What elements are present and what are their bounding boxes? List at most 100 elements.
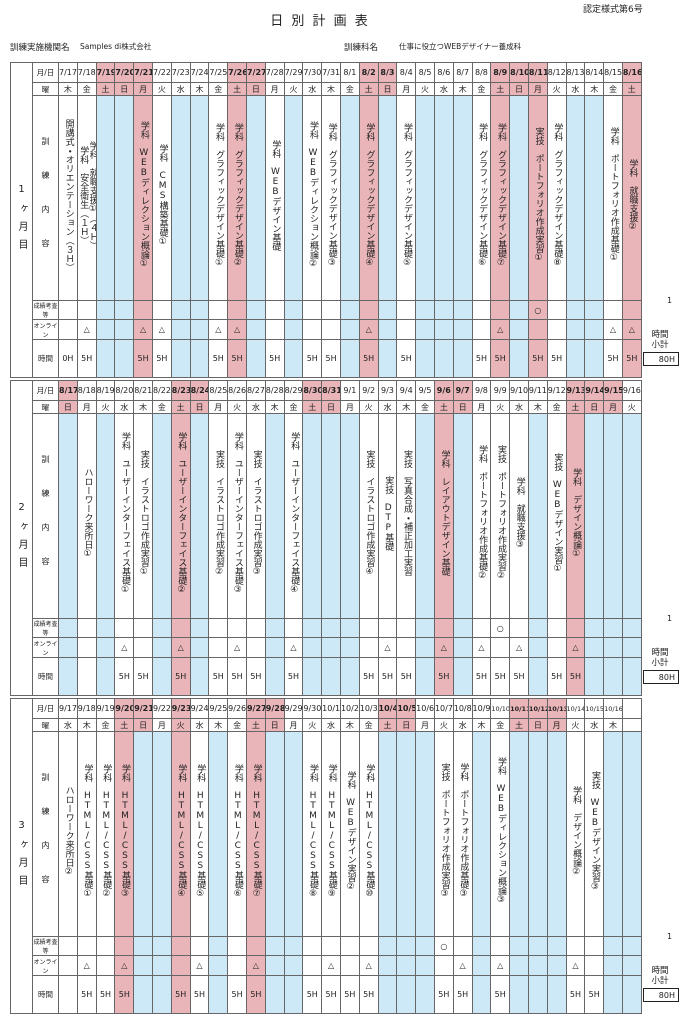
dow-text: 日: [533, 720, 542, 730]
content-cell: [95, 95, 116, 301]
row-label-cell: 曜: [32, 400, 59, 414]
date-text: 7/24: [190, 68, 209, 77]
content-cell: [245, 95, 266, 301]
online-cell: [546, 637, 567, 658]
dow-cell: 木: [396, 400, 417, 414]
online-text: △: [609, 325, 617, 334]
content-line: 学科 ユーザーインターフェイス基礎①: [120, 431, 131, 595]
date-text: 9/8: [474, 386, 488, 395]
dow-cell: 火: [565, 718, 586, 732]
dow-cell: 月: [76, 400, 97, 414]
dow-text: 木: [139, 402, 148, 412]
training-content: 学科 ユーザーインターフェイス基礎③: [232, 415, 243, 610]
exam-cell: [151, 300, 172, 320]
row-label-cell: 訓練内容: [32, 95, 59, 301]
dow-text: 土: [496, 84, 505, 94]
date-text: 8/30: [303, 386, 322, 395]
content-cell: 実技 WEBデザイン実習③: [584, 731, 605, 937]
exam-cell: [621, 936, 642, 956]
dow-cell: 水: [245, 400, 266, 414]
row-label-cell: オンライン: [32, 955, 59, 976]
hours-cell: [509, 975, 529, 1014]
date-cell: 9/4: [396, 380, 417, 401]
online-cell: [396, 955, 417, 976]
hours-cell: 5H: [452, 975, 473, 1014]
exam-cell: [415, 936, 435, 956]
exam-cell: [189, 300, 210, 320]
dow-text: 月: [421, 720, 430, 730]
dow-text: 火: [101, 402, 110, 412]
date-cell: 8/13: [565, 62, 586, 83]
exam-cell: [358, 936, 379, 956]
hours-cell: [603, 657, 623, 696]
hours-cell: 5H: [433, 975, 454, 1014]
hours-cell: 5H: [302, 975, 323, 1014]
dow-cell: 日: [58, 400, 78, 414]
dow-cell: 木: [339, 718, 360, 732]
online-cell: [490, 637, 511, 658]
content-line: 実技 WEBデザイン実習③: [589, 770, 600, 892]
exam-cell: [433, 618, 454, 638]
content-cell: 学科 WEBディレクション概論①: [133, 95, 153, 301]
hours-text: 5H: [457, 990, 469, 999]
date-text: 8/22: [152, 386, 171, 395]
dow-cell: 土: [302, 400, 323, 414]
date-cell: 8/20: [114, 380, 135, 401]
training-content: 実技 ポートフォリオ作成実習②: [495, 415, 506, 610]
date-cell: 10/15: [584, 698, 605, 719]
dow-text: 水: [327, 720, 336, 730]
content-line: 学科 就職支援②: [627, 158, 638, 232]
dow-text: 金: [364, 720, 373, 730]
content-line: 学科 ポートフォリオ作成基礎③: [458, 763, 469, 899]
content-line: 学科 ポートフォリオ作成基礎②: [477, 445, 488, 581]
online-cell: [133, 637, 153, 658]
date-text: 9/2: [362, 386, 376, 395]
date-cell: 9/9: [490, 380, 511, 401]
dow-text: 日: [270, 720, 279, 730]
content-line: 学科 ポートフォリオ作成基礎①: [608, 127, 619, 263]
content-cell: 学科 HTML/CSS基礎⑩: [358, 731, 379, 937]
hours-cell: 5H: [321, 975, 341, 1014]
hours-cell: 5H: [283, 657, 304, 696]
content-line: 学科 WEBディレクション概論②: [308, 121, 318, 269]
training-content: 学科 グラフィックデザイン基礎②: [232, 97, 243, 292]
dow-text: 水: [571, 84, 580, 94]
dow-text: 火: [627, 402, 636, 412]
date-cell: 8/10: [509, 62, 529, 83]
training-content: 学科 WEBディレクション概論③: [495, 733, 506, 928]
date-cell: 7/28: [264, 62, 285, 83]
hours-cell: [321, 657, 341, 696]
content-cell: [621, 413, 642, 619]
exam-cell: [170, 936, 191, 956]
hours-text: 5H: [381, 672, 393, 681]
dow-text: 金: [289, 402, 298, 412]
content-cell: 実技 イラストロゴ作成実習②: [208, 413, 229, 619]
online-text: △: [121, 961, 128, 970]
schedule-table: 2ヶ月目 月/日 8/17 8/18 8/19 8/20 8/21 8/22 8/23 8/24 8…: [10, 380, 642, 696]
training-content: 学科 グラフィックデザイン基礎⑧: [552, 97, 562, 292]
hours-text: 5H: [231, 672, 243, 681]
exam-cell: [245, 936, 266, 956]
training-content: 学科 HTML/CSS基礎⑦: [251, 733, 262, 928]
exam-cell: [151, 618, 172, 638]
online-text: △: [215, 325, 222, 334]
hours-text: 5H: [494, 672, 506, 681]
content-line: 実技 ポートフォリオ作成実習③: [439, 763, 450, 899]
date-text: 9/6: [436, 386, 451, 395]
exam-cell: [603, 618, 623, 638]
date-cell: 9/30: [302, 698, 323, 719]
hours-cell: [151, 657, 172, 696]
subtotal-label: 時間小計: [651, 648, 669, 668]
date-text: 9/20: [115, 704, 134, 713]
hours-text: 5H: [532, 354, 544, 363]
hours-text: 5H: [400, 672, 412, 681]
hours-cell: [283, 975, 304, 1014]
hours-text: 5H: [551, 672, 563, 681]
row-label: オンライン: [33, 958, 58, 975]
hours-text: 5H: [212, 354, 224, 363]
dow-text: 火: [421, 84, 430, 94]
row-label: 成績考査等: [33, 621, 58, 637]
hours-cell: 5H: [565, 657, 586, 696]
online-cell: △: [170, 637, 191, 658]
